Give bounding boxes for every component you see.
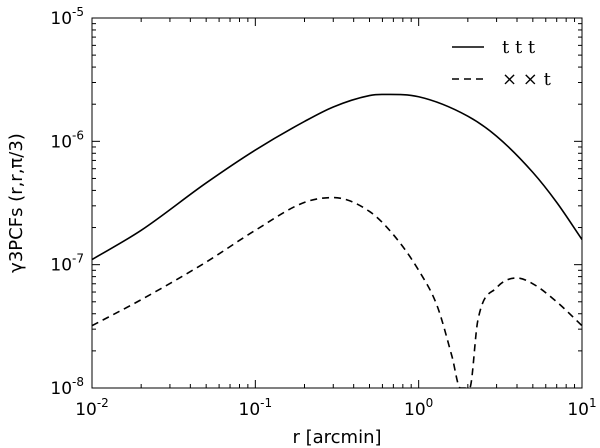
legend-label: t t t	[502, 37, 536, 58]
x-tick-label: 100	[404, 396, 433, 420]
legend: t t t × × t	[452, 37, 552, 90]
y-tick-label: 10-6	[50, 128, 84, 152]
y-tick-label: 10-7	[50, 252, 84, 276]
x-axis-label: r [arcmin]	[292, 427, 381, 448]
y-tick-label: 10-8	[50, 375, 84, 399]
plot-frame	[91, 17, 583, 389]
legend-label: × × t	[502, 69, 552, 90]
x-tick-label: 101	[567, 396, 596, 420]
series-line-dashed	[92, 196, 582, 388]
y-tick-label: 10-5	[50, 5, 84, 29]
series-group	[92, 93, 582, 388]
ticks	[91, 17, 583, 389]
tick-labels: 10-2 10-1 100 101 10-8 10-7 10-6 10-5	[50, 5, 596, 420]
series-line-solid	[92, 93, 582, 261]
x-tick-label: 10-2	[75, 396, 109, 420]
y-axis-label: γ3PCFs (r,r,π/3)	[6, 133, 27, 273]
x-tick-label: 10-1	[239, 396, 273, 420]
